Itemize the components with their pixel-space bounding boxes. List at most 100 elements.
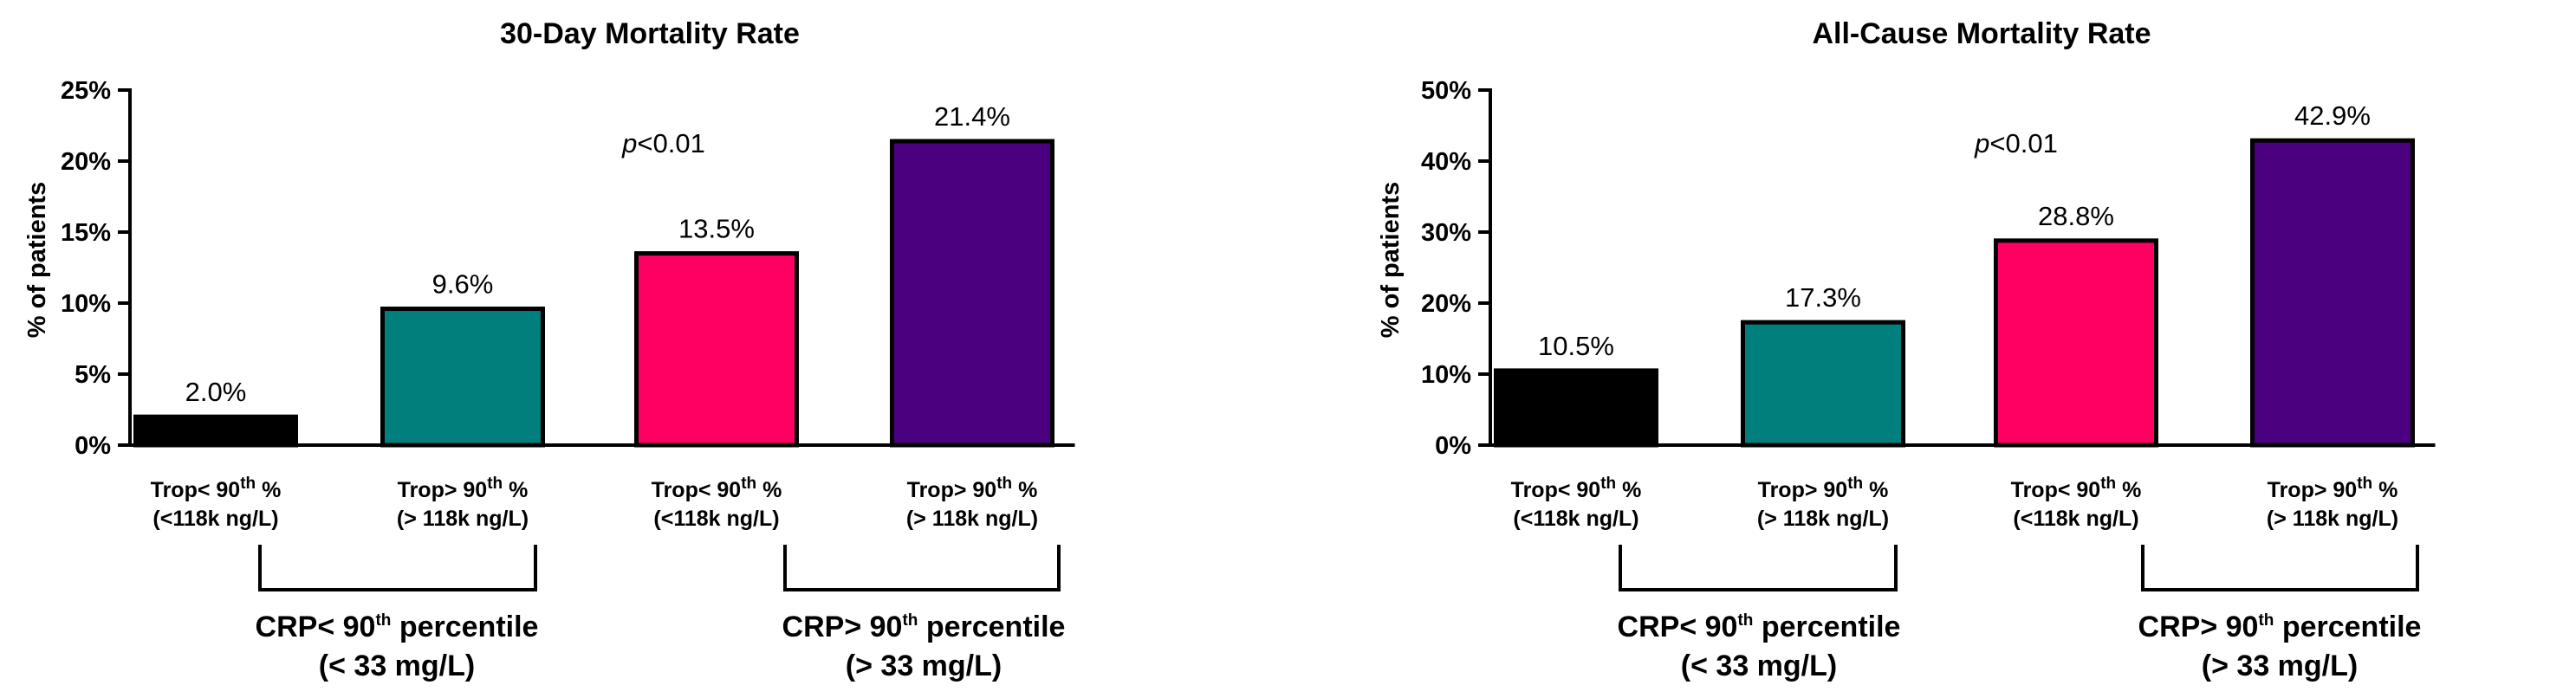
- chart-title: 30-Day Mortality Rate: [500, 17, 800, 50]
- y-axis-label: % of patients: [1377, 182, 1405, 338]
- group-label-line1: CRP> 90th percentile: [2138, 611, 2422, 643]
- group-label-line2: (< 33 mg/L): [1681, 650, 1837, 682]
- p-value-annotation: p<0.01: [1974, 128, 2058, 158]
- category-label-line1-b: %: [1012, 478, 1037, 502]
- category-label-line1-sup: th: [1847, 475, 1863, 493]
- y-axis-label: % of patients: [23, 182, 51, 338]
- category-label-line1-b: %: [2372, 478, 2398, 502]
- category-label-line2: (> 118k ng/L): [397, 507, 529, 531]
- group-label-line2: (< 33 mg/L): [319, 650, 475, 682]
- p-value-annotation: p<0.01: [621, 128, 705, 158]
- group-label-line1: CRP< 90th percentile: [1618, 611, 1901, 643]
- group-label-line1-b: percentile: [2274, 611, 2421, 643]
- bar-value-label: 2.0%: [185, 377, 247, 407]
- y-tick-label: 40%: [1421, 148, 1471, 176]
- chart-2: All-Cause Mortality Rate % of patients 0% 1…: [1377, 17, 2436, 682]
- bar-value-label: 10.5%: [1538, 331, 1614, 361]
- y-tick-label: 20%: [61, 148, 111, 176]
- category-label-line1-b: %: [756, 478, 782, 502]
- group-label-line1-b: percentile: [391, 611, 538, 643]
- category-label-line1-sup: th: [741, 475, 756, 493]
- y-tick-label: 5%: [75, 361, 111, 389]
- group-bracket: [258, 545, 537, 591]
- bar-3: [634, 251, 799, 448]
- category-label-line1-a: Trop> 90: [2268, 478, 2358, 502]
- category-label-line1-b: %: [1616, 478, 1641, 502]
- category-label-line1-sup: th: [1600, 475, 1616, 493]
- y-tick-label: 0%: [1435, 432, 1471, 460]
- group-bracket: [1619, 545, 1898, 591]
- group-bracket: [783, 545, 1061, 591]
- category-label-line1: Trop> 90th %: [398, 475, 529, 502]
- category-label-line1-a: Trop> 90: [907, 478, 997, 502]
- group-label-line1: CRP> 90th percentile: [782, 611, 1066, 643]
- category-label-line1-sup: th: [2357, 475, 2372, 493]
- group-label-line1-b: percentile: [918, 611, 1065, 643]
- y-tick-label: 10%: [61, 290, 111, 318]
- category-label-line2: (<118k ng/L): [1513, 507, 1638, 531]
- bar-2: [380, 307, 545, 448]
- category-label-line1: Trop> 90th %: [907, 475, 1038, 502]
- bar-2: [1741, 320, 1905, 448]
- group-label-line1-sup: th: [375, 611, 391, 630]
- category-label-line1: Trop> 90th %: [2268, 475, 2398, 502]
- category-label-line1-a: Trop< 90: [151, 478, 241, 502]
- y-tick-label: 20%: [1421, 290, 1471, 318]
- bar-value-label: 9.6%: [432, 269, 494, 300]
- bar-value-label: 13.5%: [678, 214, 755, 244]
- category-label-line2: (> 118k ng/L): [1757, 507, 1889, 531]
- group-label-line1-b: percentile: [1753, 611, 1900, 643]
- bar-4: [890, 139, 1054, 448]
- bar-value-label: 28.8%: [2038, 201, 2114, 231]
- group-label-line1-sup: th: [1737, 611, 1753, 630]
- category-label-line1: Trop> 90th %: [1758, 475, 1889, 502]
- bar-1: [133, 414, 298, 448]
- category-label-line1-a: Trop> 90: [398, 478, 488, 502]
- category-label-line2: (<118k ng/L): [152, 507, 278, 531]
- group-label-line1-sup: th: [902, 611, 918, 630]
- chart-title: All-Cause Mortality Rate: [1812, 17, 2151, 50]
- p-value-symbol: p: [621, 128, 637, 158]
- y-tick-label: 0%: [75, 432, 111, 460]
- y-tick-label: 10%: [1421, 361, 1471, 389]
- p-value-text: <0.01: [637, 128, 704, 158]
- category-label-line1-sup: th: [2100, 475, 2116, 493]
- group-label-line2: (> 33 mg/L): [846, 650, 1002, 682]
- y-tick-label: 30%: [1421, 219, 1471, 247]
- group-label-line2: (> 33 mg/L): [2202, 650, 2358, 682]
- category-label-line1-sup: th: [487, 475, 503, 493]
- category-label-line1-a: Trop> 90: [1758, 478, 1848, 502]
- p-value-text: <0.01: [1989, 128, 2057, 158]
- y-tick-label: 50%: [1421, 77, 1471, 105]
- category-label-line1-a: Trop< 90: [2011, 478, 2101, 502]
- group-label-line1-a: CRP< 90: [256, 611, 376, 643]
- category-label-line1-sup: th: [996, 475, 1012, 493]
- category-label-line1: Trop< 90th %: [151, 475, 282, 502]
- category-label-line1-b: %: [256, 478, 281, 502]
- category-label-line2: (> 118k ng/L): [906, 507, 1038, 531]
- group-label-line1-a: CRP> 90: [2138, 611, 2259, 643]
- category-label-line1-a: Trop< 90: [652, 478, 742, 502]
- group-bracket: [2141, 545, 2419, 591]
- category-label-line2: (<118k ng/L): [653, 507, 779, 531]
- category-label-line1-b: %: [2116, 478, 2141, 502]
- category-label-line1: Trop< 90th %: [1511, 475, 1642, 502]
- p-value-symbol: p: [1974, 128, 1989, 158]
- category-label-line1-b: %: [503, 478, 528, 502]
- group-label-line1: CRP< 90th percentile: [256, 611, 539, 643]
- category-label-line1: Trop< 90th %: [652, 475, 782, 502]
- bar-value-label: 17.3%: [1785, 282, 1861, 313]
- chart-1: 30-Day Mortality Rate % of patients 0% 5% 10…: [23, 17, 1075, 682]
- y-tick-label: 25%: [61, 77, 111, 105]
- category-label-line1: Trop< 90th %: [2011, 475, 2142, 502]
- bar-value-label: 21.4%: [934, 101, 1010, 132]
- bar-4: [2250, 138, 2415, 448]
- category-label-line2: (> 118k ng/L): [2267, 507, 2398, 531]
- group-label-line1-a: CRP< 90: [1618, 611, 1738, 643]
- category-label-line2: (<118k ng/L): [2013, 507, 2138, 531]
- group-label-line1-a: CRP> 90: [782, 611, 903, 643]
- bar-3: [1994, 238, 2158, 448]
- category-label-line1-b: %: [1863, 478, 1888, 502]
- bar-1: [1494, 368, 1658, 448]
